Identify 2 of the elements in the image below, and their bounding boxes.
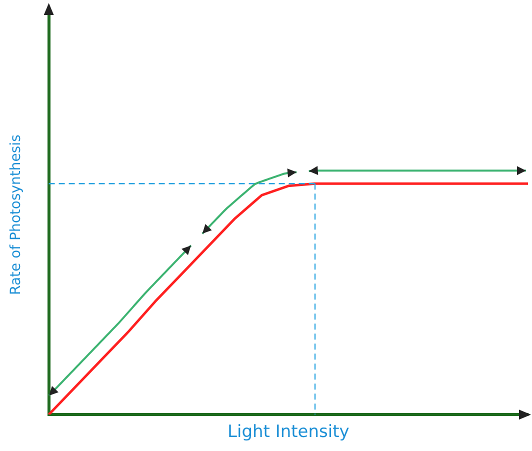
x-axis-title: Light Intensity <box>227 422 350 442</box>
y-axis-title: Rate of Photosynthesis <box>8 134 24 295</box>
